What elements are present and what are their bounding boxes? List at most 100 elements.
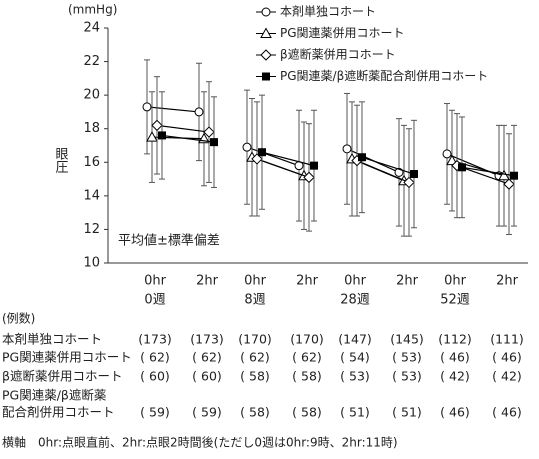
x-tick-label: 0hr: [444, 274, 467, 289]
x-tick-label: 2hr: [296, 274, 319, 289]
series-line: [261, 151, 315, 167]
y-tick-label: 20: [83, 88, 100, 103]
count-cell: ( 58): [240, 405, 270, 420]
count-cell: (112): [438, 332, 472, 347]
y-tick-label: 10: [83, 256, 100, 271]
x-tick-label: 2hr: [196, 274, 219, 289]
count-cell: ( 46): [492, 405, 522, 420]
group-label: 52週: [440, 293, 470, 308]
count-cell: ( 62): [192, 350, 222, 365]
y-tick-label: 24: [83, 21, 100, 36]
count-cell: ( 58): [292, 369, 322, 384]
point: [158, 131, 166, 140]
count-cell: ( 54): [340, 350, 370, 365]
legend-label: β遮断薬併用コホート: [280, 47, 396, 62]
y-tick-label: 18: [83, 121, 100, 136]
count-cell: ( 53): [340, 369, 370, 384]
legend-marker: [260, 49, 272, 61]
row-label: PG関連薬併用コホート: [2, 350, 132, 365]
count-cell: ( 59): [192, 405, 222, 420]
series-line: [156, 124, 210, 133]
point: [151, 119, 163, 132]
point: [146, 131, 158, 142]
count-cell: ( 46): [440, 350, 470, 365]
count-cell: ( 46): [440, 405, 470, 420]
point: [442, 149, 452, 159]
x-tick-label: 0hr: [144, 274, 167, 289]
point: [194, 107, 204, 117]
y-label: 眼圧: [53, 147, 69, 173]
x-tick-label: 0hr: [344, 274, 367, 289]
point: [251, 153, 263, 165]
count-cell: ( 51): [340, 405, 370, 420]
count-cell: ( 60): [140, 369, 170, 384]
y-tick-label: 12: [83, 222, 100, 237]
point: [503, 178, 515, 190]
point: [446, 154, 458, 166]
point: [358, 153, 366, 162]
footnote: 横軸 0hr:点眼直前、2hr:点眼2時間後(ただし0週は0hr:9時、2hr:…: [2, 435, 398, 450]
count-cell: ( 53): [392, 369, 422, 384]
point: [210, 138, 218, 147]
count-cell: ( 59): [140, 405, 170, 420]
series-line: [246, 146, 300, 167]
count-cell: ( 46): [492, 350, 522, 365]
group-label: 8週: [244, 293, 265, 308]
count-cell: ( 42): [440, 369, 470, 384]
count-cell: ( 51): [392, 405, 422, 420]
series-line: [146, 106, 200, 113]
series-line: [361, 156, 415, 175]
group-label: 28週: [340, 293, 370, 308]
point: [410, 170, 418, 179]
series-line: [256, 158, 310, 178]
x-tick-label: 0hr: [244, 274, 267, 289]
count-cell: ( 62): [240, 350, 270, 365]
series-line: [461, 166, 515, 177]
row-label: β遮断薬併用コホート: [2, 369, 122, 384]
count-cell: ( 58): [292, 405, 322, 420]
count-cell: ( 60): [192, 369, 222, 384]
point: [498, 169, 510, 181]
count-cell: (147): [338, 332, 372, 347]
count-cell: (173): [190, 332, 224, 347]
legend-marker: [260, 27, 272, 38]
y-tick-label: 16: [83, 155, 100, 170]
point: [203, 126, 215, 138]
y-tick-label: 22: [83, 54, 100, 69]
point: [310, 161, 318, 170]
annotation: 平均値±標準偏差: [118, 233, 220, 249]
group-label: 0週: [144, 293, 165, 308]
legend-label: 本剤単独コホート: [280, 4, 376, 19]
count-cell: ( 58): [240, 369, 270, 384]
count-cell: ( 53): [392, 350, 422, 365]
legend-marker: [261, 7, 271, 17]
table-caption: (例数): [2, 311, 35, 326]
point: [510, 171, 518, 180]
legend-marker: [262, 72, 270, 81]
x-tick-label: 2hr: [396, 274, 419, 289]
count-cell: ( 42): [492, 369, 522, 384]
x-tick-label: 2hr: [496, 274, 519, 289]
count-cell: (111): [490, 332, 524, 347]
row-label: PG関連薬/β遮断薬: [2, 388, 107, 403]
row-label: 配合剤併用コホート: [2, 405, 115, 420]
series-line: [356, 160, 410, 183]
legend-label: PG関連薬併用コホート: [280, 26, 405, 40]
point: [342, 144, 352, 154]
unit-label: (mmHg): [68, 3, 117, 17]
count-cell: (145): [390, 332, 424, 347]
y-tick-label: 14: [83, 188, 100, 203]
row-label: 本剤単独コホート: [2, 332, 102, 347]
count-cell: ( 62): [292, 350, 322, 365]
count-cell: (173): [138, 332, 172, 347]
point: [403, 176, 415, 189]
series-line: [161, 134, 215, 143]
point: [142, 102, 152, 112]
point: [458, 163, 466, 172]
point: [303, 171, 315, 184]
count-cell: ( 62): [140, 350, 170, 365]
legend-label: PG関連薬/β遮断薬配合剤併用コホート: [280, 68, 488, 83]
count-cell: (170): [238, 332, 272, 347]
